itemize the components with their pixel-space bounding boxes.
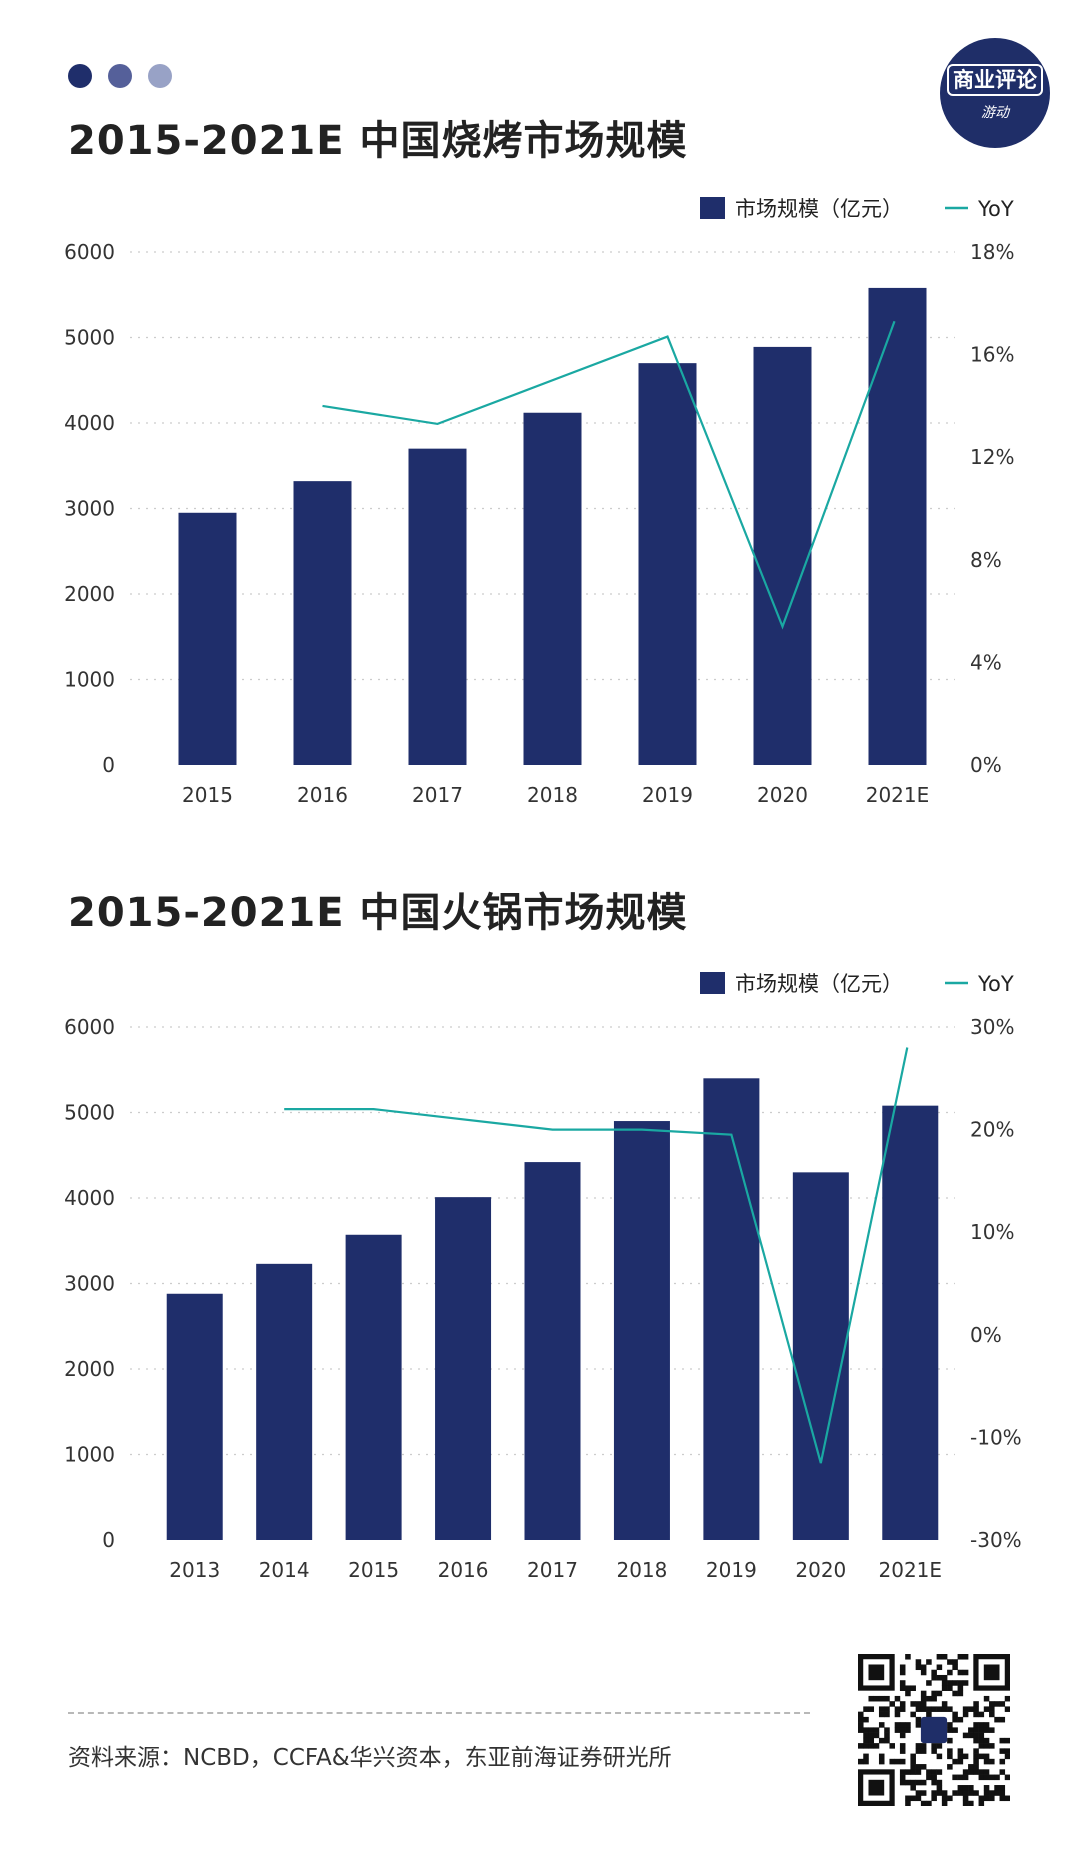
bar-2015 bbox=[345, 1234, 402, 1540]
legend-line-label: YoY bbox=[977, 972, 1014, 996]
x-tick-label: 2016 bbox=[438, 1558, 489, 1582]
logo-sub-text: 游动 bbox=[981, 105, 1009, 121]
yoy-line bbox=[322, 320, 896, 630]
y2-tick-label: 20% bbox=[970, 1118, 1014, 1142]
y2-tick-label: 16% bbox=[970, 343, 1014, 367]
logo-main-text: 商业评论 bbox=[947, 64, 1043, 96]
x-tick-label: 2020 bbox=[795, 1558, 846, 1582]
y-tick-label: 3000 bbox=[64, 497, 115, 521]
y2-tick-label: 10% bbox=[970, 1220, 1014, 1244]
y-tick-label: 3000 bbox=[64, 1272, 115, 1296]
dot-3 bbox=[148, 64, 172, 88]
dot-1 bbox=[68, 64, 92, 88]
brand-logo: 商业评论 游动 bbox=[940, 38, 1050, 148]
bar-2016 bbox=[435, 1197, 492, 1540]
y-tick-label: 1000 bbox=[64, 1443, 115, 1467]
y-tick-label: 5000 bbox=[64, 1101, 115, 1125]
bar-2019 bbox=[703, 1078, 760, 1540]
y2-tick-label: 0% bbox=[970, 1323, 1002, 1347]
x-tick-label: 2015 bbox=[348, 1558, 399, 1582]
y-tick-label: 6000 bbox=[64, 240, 115, 264]
x-tick-label: 2015 bbox=[182, 783, 233, 807]
y2-tick-label: 8% bbox=[970, 548, 1002, 572]
x-tick-label: 2018 bbox=[527, 783, 578, 807]
qr-code-icon bbox=[858, 1654, 1010, 1806]
legend-bar-label: 市场规模（亿元） bbox=[735, 972, 903, 996]
yoy-line bbox=[284, 1047, 909, 1464]
bbq-market-chart: 市场规模（亿元） YoY 0 1000 2000 3000 4000 5000 6000 0% 4%… bbox=[64, 197, 1014, 807]
footer-divider bbox=[68, 1712, 810, 1714]
y-tick-label: 4000 bbox=[64, 411, 115, 435]
y-tick-label: 5000 bbox=[64, 326, 115, 350]
bar-2021E bbox=[882, 1105, 939, 1540]
legend-line-label: YoY bbox=[977, 197, 1014, 221]
y2-tick-label: 0% bbox=[970, 753, 1002, 777]
x-tick-label: 2013 bbox=[169, 1558, 220, 1582]
x-tick-label: 2020 bbox=[757, 783, 808, 807]
x-tick-label: 2019 bbox=[706, 1558, 757, 1582]
bar-2018 bbox=[523, 412, 582, 765]
dot-2 bbox=[108, 64, 132, 88]
x-tick-label: 2019 bbox=[642, 783, 693, 807]
bar-2016 bbox=[293, 481, 352, 765]
hotpot-market-chart: 市场规模（亿元） YoY 0 1000 2000 3000 4000 5000 6000 -30%… bbox=[64, 972, 1022, 1582]
x-tick-label: 2021E bbox=[866, 783, 930, 807]
bar-2014 bbox=[256, 1263, 313, 1540]
y-tick-label: 0 bbox=[102, 753, 115, 777]
y2-tick-label: -30% bbox=[970, 1528, 1022, 1552]
legend-bar-swatch bbox=[700, 972, 725, 994]
bar-2013 bbox=[166, 1293, 223, 1540]
x-tick-label: 2017 bbox=[412, 783, 463, 807]
bar-2020 bbox=[753, 346, 812, 765]
legend: 市场规模（亿元） YoY bbox=[700, 197, 1014, 221]
y-tick-label: 2000 bbox=[64, 582, 115, 606]
y2-tick-label: 30% bbox=[970, 1015, 1014, 1039]
bar-2015 bbox=[178, 512, 237, 765]
y2-tick-label: 18% bbox=[970, 240, 1014, 264]
x-tick-label: 2018 bbox=[616, 1558, 667, 1582]
x-tick-label: 2017 bbox=[527, 1558, 578, 1582]
x-tick-label: 2016 bbox=[297, 783, 348, 807]
source-note: 资料来源：NCBD，CCFA&华兴资本，东亚前海证券研光所 bbox=[68, 1745, 672, 1771]
x-tick-label: 2021E bbox=[879, 1558, 943, 1582]
bar-2021E bbox=[868, 287, 927, 765]
bar-2019 bbox=[638, 363, 697, 765]
y-tick-label: 2000 bbox=[64, 1357, 115, 1381]
bar-2020 bbox=[792, 1172, 849, 1540]
decorative-dots bbox=[68, 64, 172, 88]
y-tick-label: 4000 bbox=[64, 1186, 115, 1210]
bar-2017 bbox=[524, 1162, 581, 1540]
x-tick-label: 2014 bbox=[259, 1558, 310, 1582]
y-tick-label: 6000 bbox=[64, 1015, 115, 1039]
legend-bar-swatch bbox=[700, 197, 725, 219]
legend-bar-label: 市场规模（亿元） bbox=[735, 197, 903, 221]
y-tick-label: 1000 bbox=[64, 668, 115, 692]
chart-1-title: 2015-2021E 中国烧烤市场规模 bbox=[68, 118, 688, 164]
y-tick-label: 0 bbox=[102, 1528, 115, 1552]
y2-tick-label: -10% bbox=[970, 1425, 1022, 1449]
bar-2018 bbox=[613, 1121, 670, 1540]
chart-2-title: 2015-2021E 中国火锅市场规模 bbox=[68, 890, 688, 936]
legend: 市场规模（亿元） YoY bbox=[700, 972, 1014, 996]
y2-tick-label: 12% bbox=[970, 445, 1014, 469]
y2-tick-label: 4% bbox=[970, 650, 1002, 674]
bar-2017 bbox=[408, 448, 467, 765]
